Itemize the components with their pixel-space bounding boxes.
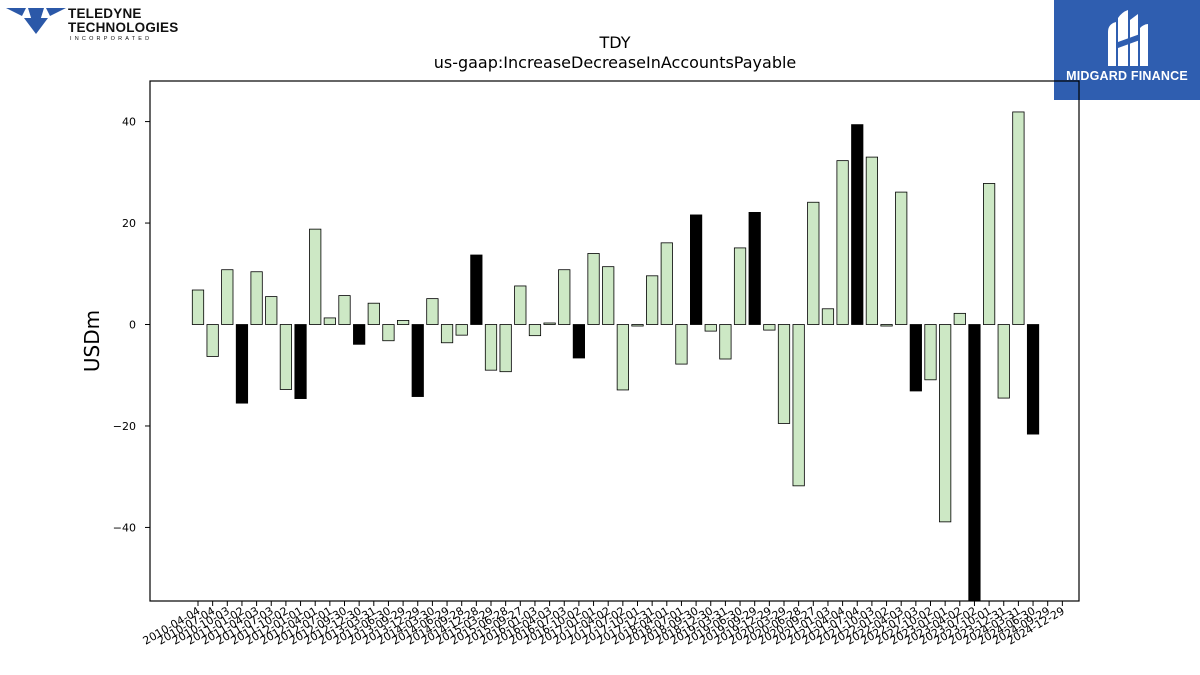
bar [660, 242, 673, 325]
bar [250, 271, 263, 325]
bar [367, 302, 380, 325]
bar [997, 324, 1010, 399]
bar [895, 191, 908, 325]
bar [631, 324, 644, 327]
bar [558, 269, 571, 325]
bar [235, 324, 249, 404]
bar [191, 289, 205, 325]
bar [777, 324, 791, 424]
plot-frame [149, 80, 1080, 602]
bar [851, 124, 864, 325]
bar [572, 324, 586, 359]
bar [763, 324, 776, 331]
bar [499, 324, 512, 373]
bars [191, 111, 1040, 602]
bar [704, 324, 717, 332]
bar [939, 324, 952, 523]
teledyne-logo-icon [6, 8, 66, 34]
bar [338, 295, 351, 325]
bar [206, 324, 219, 357]
brand-name: MIDGARD FINANCE [1066, 69, 1188, 83]
brand-logo-panel: MIDGARD FINANCE [1054, 0, 1200, 100]
bar [836, 160, 849, 325]
bar [719, 324, 732, 360]
bar [733, 247, 747, 325]
logo-company-name-line1: TELEDYNE [68, 6, 142, 21]
logo-company-suffix: INCORPORATED [70, 36, 153, 42]
y-tick-label: −40 [113, 521, 136, 534]
bar [382, 324, 395, 342]
bar [514, 285, 527, 325]
bar [396, 320, 410, 325]
bar [1012, 111, 1025, 325]
bar [440, 324, 454, 344]
y-tick-label: 20 [122, 217, 136, 230]
bar [1026, 324, 1040, 435]
x-axis-ticks: 2010-04-042010-07-042010-10-032011-01-02… [141, 601, 1067, 648]
bar [865, 156, 879, 325]
bar [265, 296, 278, 325]
bar [924, 324, 937, 381]
bar [587, 253, 600, 325]
bar [968, 324, 981, 602]
bar [616, 324, 629, 391]
bar [821, 308, 835, 325]
midgard-logo-icon [1108, 10, 1148, 66]
bar [411, 324, 424, 397]
bar [675, 324, 688, 365]
bar [455, 324, 468, 336]
bar [807, 201, 820, 325]
bar [880, 324, 893, 327]
bar [484, 324, 498, 371]
logo-company-name-line2: TECHNOLOGIES [68, 20, 179, 35]
bar [909, 324, 922, 392]
bar [690, 214, 703, 325]
bar [543, 322, 556, 325]
bar [323, 317, 336, 325]
bar [983, 183, 996, 325]
bar [426, 298, 439, 325]
bar [646, 275, 659, 325]
y-tick-label: 0 [129, 319, 136, 332]
bar [953, 312, 966, 325]
y-tick-label: −20 [113, 420, 136, 433]
bar [602, 266, 615, 325]
bar [792, 324, 805, 487]
y-tick-label: 40 [122, 116, 136, 129]
bar [309, 228, 322, 325]
company-logo: TELEDYNE TECHNOLOGIES INCORPORATED [6, 6, 179, 46]
bar [528, 324, 542, 337]
bar [353, 324, 366, 345]
y-axis-label: USDm [80, 310, 104, 372]
bar [748, 211, 761, 325]
bar [294, 324, 307, 399]
chart-title: TDY [599, 33, 631, 52]
y-axis-ticks: 40 20 0 −20 −40 [113, 116, 150, 534]
bar [470, 254, 483, 325]
chart-subtitle: us-gaap:IncreaseDecreaseInAccountsPayabl… [434, 53, 797, 72]
bar [279, 324, 293, 390]
bar [221, 269, 234, 325]
